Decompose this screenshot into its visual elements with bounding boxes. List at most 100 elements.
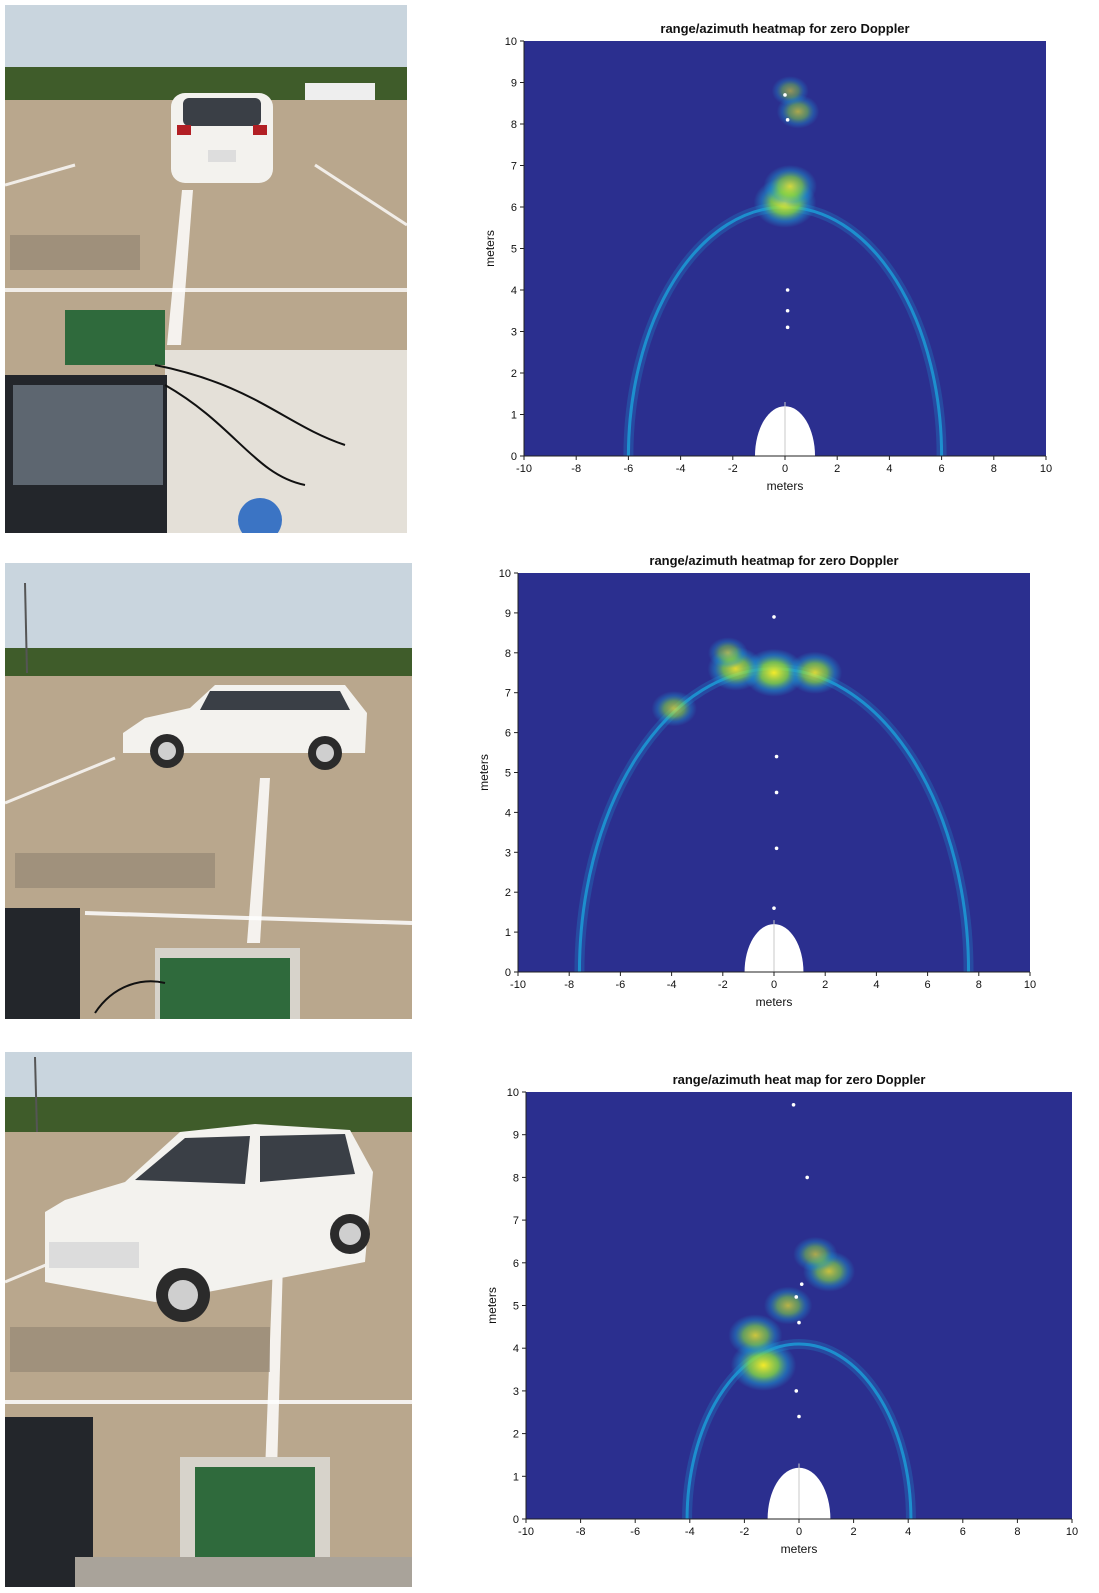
plot-layer	[682, 1103, 916, 1519]
x-tick-label: -4	[685, 1526, 695, 1538]
detection-point-1	[772, 615, 776, 619]
hotspot-4	[771, 76, 809, 106]
x-axis-label: meters	[756, 995, 793, 1009]
photo-car-rear-view	[5, 5, 407, 533]
x-tick-label: -4	[667, 979, 677, 991]
chart-title: range/azimuth heat map for zero Doppler	[673, 1072, 926, 1087]
plot-layer	[574, 615, 974, 972]
hotspot-4	[651, 691, 697, 727]
x-tick-label: 4	[873, 979, 879, 991]
y-tick-label: 1	[505, 927, 511, 939]
y-tick-label: 0	[511, 451, 517, 463]
detection-point-1	[783, 93, 787, 97]
y-axis-label: meters	[485, 1287, 499, 1324]
heatmap-svg-1: -10 -8 -6 -4 -2 0 2 4 6 8 10 0 1 2 3 4 5 6 7 8 9 10 range/azim…	[483, 21, 1052, 493]
y-tick-label: 0	[513, 1514, 519, 1526]
heatmap-svg-3: -10 -8 -6 -4 -2 0 2 4 6 8 10 0 1 2 3 4 5 6 7 8 9 10 range/azim…	[485, 1072, 1078, 1556]
x-tick-label: 6	[939, 463, 945, 475]
chart-title: range/azimuth heatmap for zero Doppler	[649, 553, 898, 568]
x-tick-label: 8	[1014, 1526, 1020, 1538]
detection-point-3	[774, 790, 779, 795]
heatmap-chart-1: -10 -8 -6 -4 -2 0 2 4 6 8 10 0 1 2 3 4 5 6 7 8 9 10 range/azim…	[460, 15, 1080, 515]
y-tick-label: 2	[505, 887, 511, 899]
x-tick-label: -2	[718, 979, 728, 991]
detection-point-4	[785, 308, 790, 313]
plot-area	[518, 573, 1030, 972]
detection-point-4	[794, 1295, 799, 1299]
hotspot-4	[763, 1286, 813, 1325]
y-tick-label: 8	[505, 648, 511, 660]
y-tick-label: 6	[511, 202, 517, 214]
detection-point-2	[805, 1175, 809, 1180]
y-tick-label: 9	[513, 1130, 519, 1142]
detection-point-3	[799, 1282, 804, 1286]
x-tick-label: 8	[976, 979, 982, 991]
y-tick-label: 3	[505, 847, 511, 859]
x-tick-label: -10	[510, 979, 526, 991]
detection-point-1	[791, 1103, 796, 1107]
y-tick-label: 8	[513, 1172, 519, 1184]
y-tick-label: 10	[505, 36, 517, 48]
y-tick-label: 1	[511, 410, 517, 422]
y-tick-label: 6	[513, 1258, 519, 1270]
x-tick-label: 10	[1066, 1526, 1078, 1538]
x-tick-label: -10	[518, 1526, 534, 1538]
x-tick-label: -10	[516, 463, 532, 475]
hotspot-3	[787, 651, 843, 694]
x-tick-label: 8	[991, 463, 997, 475]
x-tick-label: 0	[771, 979, 777, 991]
y-tick-label: 7	[505, 688, 511, 700]
x-tick-label: 0	[796, 1526, 802, 1538]
y-tick-label: 4	[513, 1343, 519, 1355]
y-tick-label: 8	[511, 119, 517, 131]
hotspot-5	[793, 1236, 838, 1272]
detection-point-5	[772, 906, 776, 910]
heatmap-chart-2: -10 -8 -6 -4 -2 0 2 4 6 8 10 0 1 2 3 4 5 6 7 8 9 10 range/azim…	[460, 546, 1080, 1021]
x-tick-label: -2	[740, 1526, 750, 1538]
y-tick-label: 5	[511, 244, 517, 256]
detection-point-5	[785, 325, 790, 330]
y-tick-label: 4	[505, 807, 511, 819]
y-tick-label: 6	[505, 728, 511, 740]
x-tick-label: 10	[1040, 463, 1052, 475]
y-tick-label: 3	[513, 1386, 519, 1398]
photo-car-side-view	[5, 563, 412, 1019]
x-tick-label: 0	[782, 463, 788, 475]
y-axis-label: meters	[483, 230, 497, 267]
range-arc	[685, 1342, 913, 1519]
x-tick-label: -6	[616, 979, 626, 991]
heatmap-chart-3: -10 -8 -6 -4 -2 0 2 4 6 8 10 0 1 2 3 4 5 6 7 8 9 10 range/azim…	[460, 1063, 1080, 1591]
x-tick-label: -6	[630, 1526, 640, 1538]
y-tick-label: 1	[513, 1471, 519, 1483]
y-tick-label: 0	[505, 967, 511, 979]
y-tick-label: 9	[511, 78, 517, 90]
x-tick-label: 2	[851, 1526, 857, 1538]
x-tick-label: 4	[886, 463, 892, 475]
x-tick-label: 10	[1024, 979, 1036, 991]
y-tick-label: 3	[511, 327, 517, 339]
scene-rear-view	[5, 5, 407, 533]
chart-title: range/azimuth heatmap for zero Doppler	[660, 21, 909, 36]
x-axis-label: meters	[767, 479, 804, 493]
y-tick-label: 7	[511, 161, 517, 173]
detection-point-7	[797, 1414, 801, 1419]
detection-point-4	[774, 846, 779, 851]
y-tick-label: 4	[511, 285, 517, 297]
x-tick-label: 2	[822, 979, 828, 991]
detection-point-6	[794, 1389, 799, 1393]
y-tick-label: 2	[513, 1429, 519, 1441]
hotspot-2	[763, 164, 817, 208]
x-tick-label: 2	[834, 463, 840, 475]
detection-point-5	[797, 1320, 801, 1325]
x-tick-label: -8	[571, 463, 581, 475]
y-axis-label: meters	[477, 754, 491, 791]
scene-side-view	[5, 563, 412, 1019]
x-tick-label: -2	[728, 463, 738, 475]
heatmap-svg-2: -10 -8 -6 -4 -2 0 2 4 6 8 10 0 1 2 3 4 5 6 7 8 9 10 range/azim…	[477, 553, 1036, 1009]
x-tick-label: -6	[624, 463, 634, 475]
y-tick-label: 9	[505, 608, 511, 620]
detection-point-3	[785, 288, 790, 292]
y-tick-label: 5	[513, 1301, 519, 1313]
x-axis-label: meters	[781, 1542, 818, 1556]
scene-angled-view	[5, 1052, 412, 1587]
